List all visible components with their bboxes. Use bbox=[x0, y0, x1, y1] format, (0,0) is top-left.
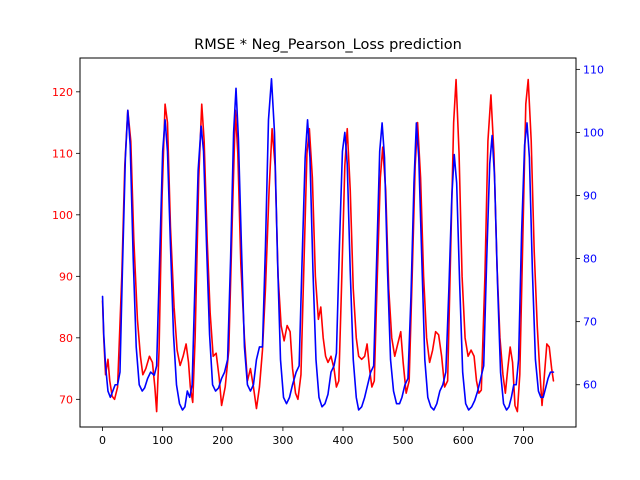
series-line-1 bbox=[101, 78, 555, 413]
y-right-tick-label: 110 bbox=[583, 63, 604, 76]
x-tick-label: 600 bbox=[453, 434, 474, 447]
y-left-tick-label: 120 bbox=[52, 86, 73, 99]
y-left-tick-label: 110 bbox=[52, 147, 73, 160]
y-left-tick-label: 80 bbox=[59, 332, 73, 345]
plot-lines bbox=[101, 78, 555, 413]
y-right-tick-label: 100 bbox=[583, 126, 604, 139]
x-tick-label: 400 bbox=[333, 434, 354, 447]
y-right-tick-label: 60 bbox=[583, 379, 597, 392]
x-tick-label: 300 bbox=[272, 434, 293, 447]
axes-ticks: 0 100 200 300 400 500 600 700 70 80 90 100 110 120 60 7… bbox=[52, 63, 604, 447]
x-tick-label: 200 bbox=[212, 434, 233, 447]
y-left-tick-label: 70 bbox=[59, 393, 73, 406]
plot-frame bbox=[79, 57, 577, 428]
x-tick-label: 700 bbox=[513, 434, 534, 447]
x-tick-label: 500 bbox=[393, 434, 414, 447]
y-right-tick-label: 80 bbox=[583, 253, 597, 266]
y-left-tick-label: 100 bbox=[52, 209, 73, 222]
x-tick-label: 100 bbox=[152, 434, 173, 447]
y-right-tick-label: 70 bbox=[583, 316, 597, 329]
x-tick-label: 0 bbox=[99, 434, 106, 447]
chart-title: RMSE * Neg_Pearson_Loss prediction bbox=[194, 37, 462, 53]
series-line-2 bbox=[101, 78, 555, 411]
y-right-tick-label: 90 bbox=[583, 190, 597, 203]
y-left-tick-label: 90 bbox=[59, 270, 73, 283]
